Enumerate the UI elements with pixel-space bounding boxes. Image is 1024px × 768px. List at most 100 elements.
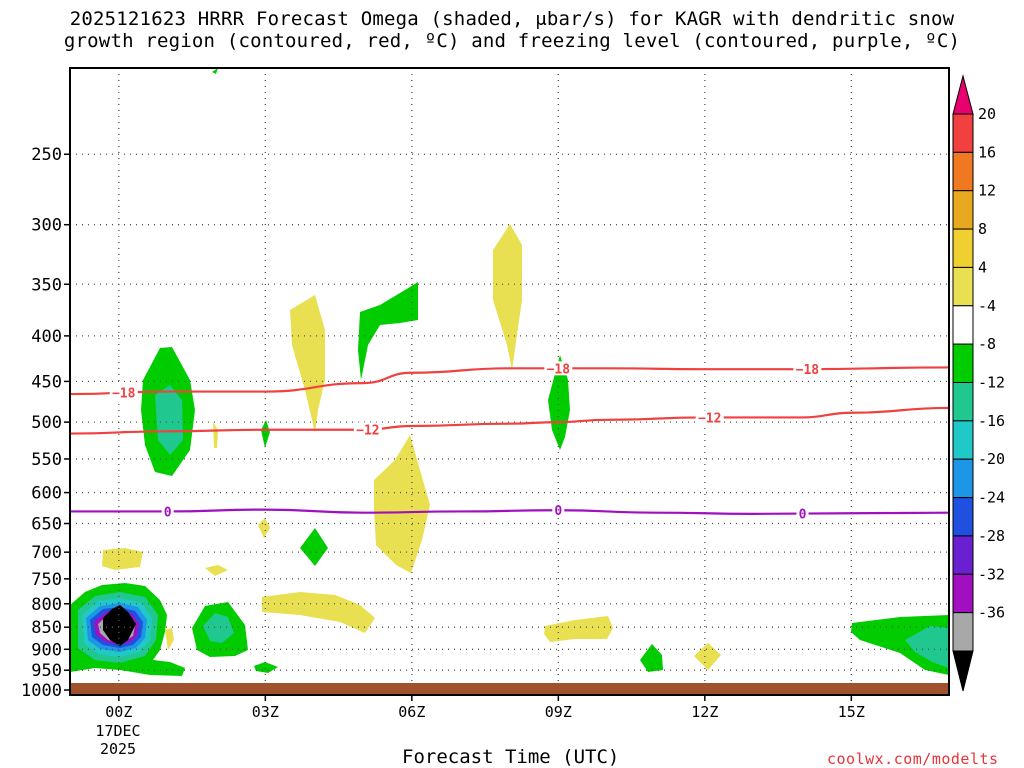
y-tick-label: 600 <box>31 484 62 504</box>
date-label-year: 2025 <box>99 740 137 758</box>
colorbar-label: 12 <box>978 182 996 200</box>
date-label: 17DEC 2025 <box>88 722 148 758</box>
colorbar-bin <box>952 573 974 614</box>
omega-descent-patch <box>374 435 430 573</box>
colorbar-label: -20 <box>978 450 1005 468</box>
y-tick-label: 1000 <box>21 681 62 701</box>
y-tick-label: 800 <box>31 595 62 615</box>
colorbar-label: -32 <box>978 565 1005 583</box>
colorbar-bin <box>952 228 974 268</box>
date-label-day: 17DEC <box>95 722 141 740</box>
omega-ascent-patch <box>155 385 183 455</box>
colorbar-label: -28 <box>978 527 1005 545</box>
contour-label: −18 <box>547 362 571 377</box>
omega-shading <box>70 68 949 676</box>
contour-label-bg <box>353 422 382 437</box>
colorbar-bin <box>952 458 974 499</box>
colorbar-min-triangle <box>952 650 974 692</box>
y-tick-label: 500 <box>31 413 62 433</box>
chart-grid <box>70 68 949 695</box>
omega-ascent-patch <box>548 355 570 450</box>
contour-label-bg <box>544 361 573 376</box>
omega-descent-patch <box>102 548 143 570</box>
omega-ascent-patch <box>212 68 218 74</box>
colorbar-bin <box>952 497 974 537</box>
contour-label: 0 <box>554 504 562 519</box>
colorbar-label: 20 <box>978 105 996 123</box>
colorbar-bin <box>952 190 974 230</box>
y-tick-label: 400 <box>31 327 62 347</box>
colorbar-max-triangle <box>952 74 974 115</box>
colorbar-label: 16 <box>978 143 996 161</box>
colorbar-label: 4 <box>978 258 987 276</box>
contour-label-bg <box>552 503 565 518</box>
x-tick-label: 03Z <box>252 703 279 721</box>
contour-label: 0 <box>799 508 807 523</box>
y-tick-label: 750 <box>31 570 62 590</box>
omega-ascent-patch <box>254 662 278 673</box>
contour-label-bg <box>695 410 724 425</box>
omega-descent-patch <box>205 565 228 576</box>
contour-label: −18 <box>796 363 820 378</box>
omega-descent-patch <box>493 224 522 370</box>
contour-label: −18 <box>112 387 136 402</box>
chart-title: 2025121623 HRRR Forecast Omega (shaded, … <box>0 8 1024 52</box>
contour-label-bg <box>161 504 174 519</box>
contour-label: −12 <box>356 423 379 438</box>
x-axis-label: Forecast Time (UTC) <box>402 746 620 768</box>
y-tick-label: 950 <box>31 661 62 681</box>
omega-ascent-patch <box>640 644 663 672</box>
colorbar-label: -24 <box>978 489 1005 507</box>
y-tick-label: 850 <box>31 618 62 638</box>
contour-line-0 <box>69 508 950 515</box>
temperature-contours: −18 −18 −18 −12 −12 0 0 0 <box>69 361 950 523</box>
ground-strip <box>70 683 949 695</box>
colorbar-label: -16 <box>978 412 1005 430</box>
colorbar-bin <box>952 305 974 345</box>
y-tick-label: 900 <box>31 640 62 660</box>
y-tick-label: 350 <box>31 275 62 295</box>
y-tick-label: 650 <box>31 515 62 535</box>
contour-line-minus18 <box>69 366 950 396</box>
omega-ascent-patch <box>905 626 949 668</box>
contour-label: 0 <box>164 505 172 520</box>
title-line-1: 2025121623 HRRR Forecast Omega (shaded, … <box>69 8 955 30</box>
omega-descent-patch <box>262 592 375 633</box>
colorbar-bin <box>952 382 974 422</box>
omega-descent-patch <box>290 295 325 433</box>
colorbar-label: -4 <box>978 297 996 315</box>
colorbar-bin <box>952 113 974 153</box>
title-line-2: growth region (contoured, red, ºC) and f… <box>63 30 961 52</box>
omega-ascent-patch <box>300 528 328 566</box>
colorbar-bin <box>952 535 974 575</box>
omega-ascent-core-max <box>103 605 136 646</box>
omega-colorbar: 20 16 12 8 4 -4 -8 -12 -16 -20 -24 -28 -32 -36 <box>952 74 1005 692</box>
colorbar-bin <box>952 266 974 307</box>
colorbar-label: 8 <box>978 220 987 238</box>
y-tick-label: 700 <box>31 543 62 563</box>
omega-descent-patch <box>544 616 613 642</box>
omega-descent-patch <box>213 422 218 448</box>
omega-descent-patch <box>165 628 174 650</box>
colorbar-label: -8 <box>978 335 996 353</box>
colorbar-bin <box>952 343 974 383</box>
x-tick-label: 12Z <box>691 703 718 721</box>
colorbar-bin <box>952 420 974 460</box>
contour-label-bg <box>109 385 138 400</box>
colorbar-label: -12 <box>978 374 1005 392</box>
y-tick-label: 300 <box>31 216 62 236</box>
omega-descent-patch <box>258 518 270 538</box>
contour-label: −12 <box>698 411 721 426</box>
colorbar-bin <box>952 612 974 652</box>
contour-line-minus12 <box>69 406 950 435</box>
credit-link[interactable]: coolwx.com/modelts <box>827 750 999 768</box>
x-tick-label: 06Z <box>398 703 425 721</box>
y-tick-label: 550 <box>31 450 62 470</box>
omega-ascent-patch <box>203 613 234 643</box>
x-tick-label: 00Z <box>105 703 132 721</box>
x-tick-label: 15Z <box>838 703 865 721</box>
y-tick-label: 450 <box>31 372 62 392</box>
colorbar-bin <box>952 151 974 192</box>
omega-ascent-patch <box>358 282 418 380</box>
